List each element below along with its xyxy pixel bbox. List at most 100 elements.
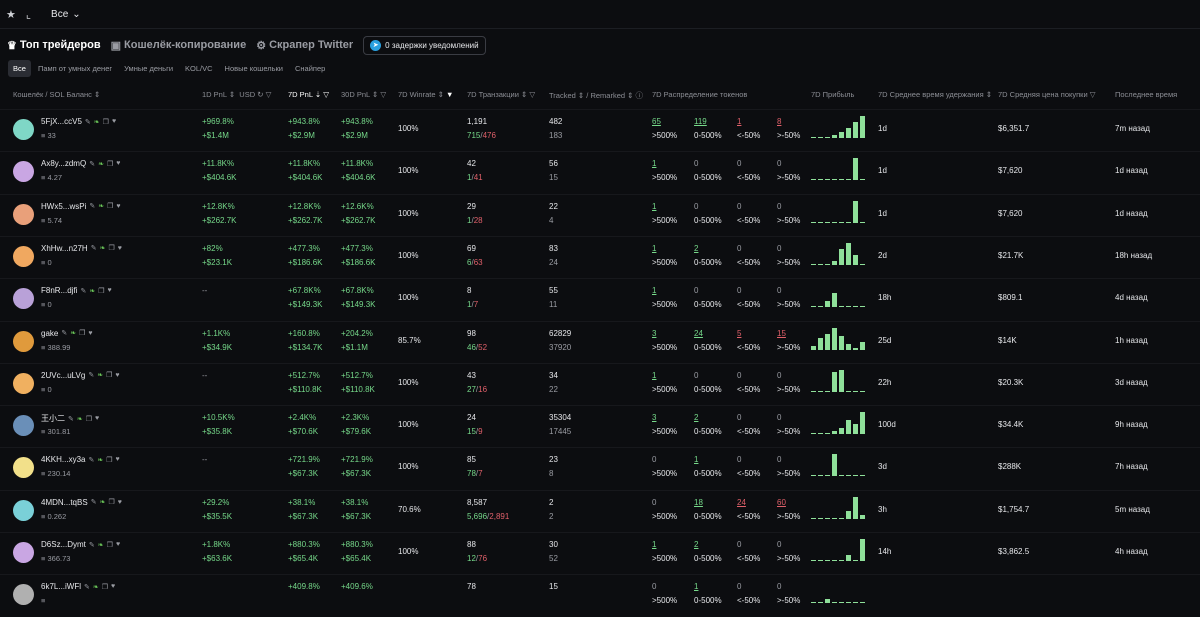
filter-new-wallets[interactable]: Новые кошельки	[224, 64, 283, 73]
wallet-name[interactable]: XhHw...n27H ✎ ❧ ❐ ♥	[41, 244, 122, 253]
distribution-count[interactable]: 2	[694, 540, 699, 549]
distribution-count[interactable]: 3	[652, 328, 657, 338]
edit-icon[interactable]: ✎	[68, 415, 74, 423]
copy-icon[interactable]: ❐	[102, 118, 109, 126]
wallet-name[interactable]: 4MDN...tqBS ✎ ❧ ❐ ♥	[41, 498, 122, 507]
edit-icon[interactable]: ✎	[80, 287, 87, 295]
distribution-count[interactable]: 1	[652, 540, 657, 549]
table-row[interactable]: Ax8y...zdmQ ✎ ❧ ❐ ♥ ≡ 4.27 +11.8K% +$404.6K +11.…	[0, 151, 1200, 194]
heart-icon[interactable]: ♥	[115, 541, 121, 548]
tab-top-traders[interactable]: ♛ Топ трейдеров	[7, 39, 101, 52]
avatar[interactable]	[13, 372, 34, 394]
avatar[interactable]	[13, 203, 34, 225]
distribution-count[interactable]: 119	[694, 117, 707, 126]
wallet-name[interactable]: HWx5...wsPi ✎ ❧ ❐ ♥	[41, 202, 121, 211]
col-winrate[interactable]: 7D Winrate ⇕ ▼	[398, 90, 454, 99]
wallet-name[interactable]: F8nR...djfi ✎ ❧ ❐ ♥	[41, 286, 112, 295]
edit-icon[interactable]: ✎	[88, 541, 95, 549]
avatar[interactable]	[13, 457, 34, 479]
edit-icon[interactable]: ✎	[84, 118, 91, 126]
copy-icon[interactable]: ❐	[106, 372, 113, 380]
avatar[interactable]	[13, 161, 34, 183]
heart-icon[interactable]: ♥	[115, 371, 120, 379]
heart-icon[interactable]: ♥	[95, 415, 100, 423]
copy-icon[interactable]: ❐	[106, 541, 113, 549]
avatar[interactable]	[13, 330, 34, 352]
edit-icon[interactable]: ✎	[89, 203, 96, 211]
table-row[interactable]: D6Sz...Dymt ✎ ❧ ❐ ♥ ≡ 366.73 +1.8K% +$63.6K +880…	[0, 532, 1200, 575]
avatar[interactable]	[13, 288, 34, 310]
distribution-count[interactable]: 1	[652, 201, 657, 211]
category-select[interactable]: Все ⌄	[51, 9, 81, 20]
distribution-count[interactable]: 1	[694, 582, 699, 592]
col-wallet[interactable]: Кошелёк / SOL Баланс ⇕	[13, 90, 100, 99]
tab-twitter-scraper[interactable]: ⚙ Скрапер Twitter	[256, 39, 353, 52]
distribution-count[interactable]: 65	[652, 117, 661, 126]
copy-icon[interactable]: ❐	[108, 499, 115, 507]
copy-icon[interactable]: ❐	[108, 245, 115, 253]
wallet-name[interactable]: gake ✎ ❧ ❐ ♥	[41, 329, 93, 338]
filter-smart-money[interactable]: Умные деньги	[124, 64, 174, 73]
wallet-name[interactable]: 5FjX...ccV5 ✎ ❧ ❐ ♥	[41, 117, 116, 126]
edit-icon[interactable]: ✎	[88, 372, 95, 380]
distribution-count[interactable]: 1	[652, 286, 657, 296]
wallet-name[interactable]: 4KKH...xy3a ✎ ❧ ❐ ♥	[41, 455, 120, 464]
heart-icon[interactable]: ♥	[107, 287, 112, 295]
wallet-name[interactable]: 6k7L...iWFl ✎ ❧ ❐ ♥	[41, 582, 115, 591]
heart-icon[interactable]: ♥	[111, 118, 117, 125]
distribution-count[interactable]: 18	[694, 497, 703, 507]
distribution-count[interactable]: 1	[694, 455, 699, 465]
copy-icon[interactable]: ❐	[101, 583, 109, 591]
col-30d-pnl[interactable]: 30D PnL ⇕ ▽	[341, 90, 387, 99]
table-row[interactable]: 4MDN...tqBS ✎ ❧ ❐ ♥ ≡ 0.262 +29.2% +$35.5K +38.1…	[0, 489, 1200, 533]
table-row[interactable]: XhHw...n27H ✎ ❧ ❐ ♥ ≡ 0 +82% +$23.1K +477.3% +$18…	[0, 235, 1200, 279]
copy-icon[interactable]: ❐	[106, 160, 114, 168]
col-7d-pnl[interactable]: 7D PnL ⇣ ▽	[288, 90, 329, 99]
distribution-count[interactable]: 15	[777, 328, 786, 338]
chart-icon[interactable]: ⌞	[25, 8, 32, 21]
copy-icon[interactable]: ❐	[107, 203, 114, 211]
distribution-count[interactable]: 3	[652, 413, 657, 423]
notification-delay-button[interactable]: ➤ 0 задержки уведомлений	[363, 35, 486, 55]
distribution-count[interactable]: 60	[777, 497, 786, 507]
distribution-count[interactable]: 5	[737, 328, 742, 338]
avatar[interactable]	[13, 415, 34, 437]
filter-smart-pump[interactable]: Памп от умных денег	[37, 64, 113, 73]
table-row[interactable]: 王小二 ✎ ❧ ❐ ♥ ≡ 301.81 +10.5K% +$35.8K +2.4K% +$70.…	[0, 405, 1200, 448]
col-transactions[interactable]: 7D Транзакции ⇕ ▽	[467, 90, 536, 99]
avatar[interactable]	[13, 542, 34, 563]
table-row[interactable]: 2UVc...uLVg ✎ ❧ ❐ ♥ ≡ 0 -- +512.7% +$110.8K +512.…	[0, 362, 1200, 406]
tab-wallet-copy[interactable]: ▣ Кошелёк-копирование	[111, 39, 247, 52]
heart-icon[interactable]: ♥	[115, 456, 120, 464]
heart-icon[interactable]: ♥	[116, 160, 121, 168]
heart-icon[interactable]: ♥	[88, 329, 93, 337]
distribution-count[interactable]: 1	[652, 243, 657, 253]
distribution-count[interactable]: 8	[777, 117, 782, 126]
distribution-count[interactable]: 24	[737, 497, 746, 507]
avatar[interactable]	[13, 245, 34, 267]
heart-icon[interactable]: ♥	[117, 244, 122, 252]
wallet-name[interactable]: D6Sz...Dymt ✎ ❧ ❐ ♥	[41, 540, 120, 549]
filter-all[interactable]: Все	[8, 60, 31, 77]
table-row[interactable]: 6k7L...iWFl ✎ ❧ ❐ ♥ ≡ +409.8% +409.6% 78 15 0 >500…	[0, 574, 1200, 617]
heart-icon[interactable]: ♥	[116, 202, 121, 210]
filter-sniper[interactable]: Снайпер	[295, 64, 326, 73]
distribution-count[interactable]: 1	[652, 370, 657, 380]
table-row[interactable]: HWx5...wsPi ✎ ❧ ❐ ♥ ≡ 5.74 +12.8K% +$262.7K +12.…	[0, 193, 1200, 237]
heart-icon[interactable]: ♥	[111, 583, 116, 591]
copy-icon[interactable]: ❐	[85, 415, 93, 423]
col-tracked[interactable]: Tracked ⇕ / Remarked ⇕ ⓘ	[549, 91, 643, 100]
edit-icon[interactable]: ✎	[89, 160, 96, 168]
wallet-name[interactable]: Ax8y...zdmQ ✎ ❧ ❐ ♥	[41, 159, 120, 168]
wallet-name[interactable]: 2UVc...uLVg ✎ ❧ ❐ ♥	[41, 371, 120, 380]
wallet-name[interactable]: 王小二 ✎ ❧ ❐ ♥	[41, 413, 99, 424]
avatar[interactable]	[13, 119, 34, 140]
table-row[interactable]: 4KKH...xy3a ✎ ❧ ❐ ♥ ≡ 230.14 -- +721.9% +$67.3K +…	[0, 447, 1200, 490]
edit-icon[interactable]: ✎	[90, 245, 97, 253]
distribution-count[interactable]: 1	[652, 159, 657, 169]
table-row[interactable]: F8nR...djfi ✎ ❧ ❐ ♥ ≡ 0 -- +67.8K% +$149.3K +67.8…	[0, 278, 1200, 321]
star-icon[interactable]: ★	[6, 8, 16, 21]
distribution-count[interactable]: 24	[694, 328, 703, 338]
filter-kol-vc[interactable]: KOL/VC	[185, 64, 213, 73]
edit-icon[interactable]: ✎	[84, 583, 90, 591]
